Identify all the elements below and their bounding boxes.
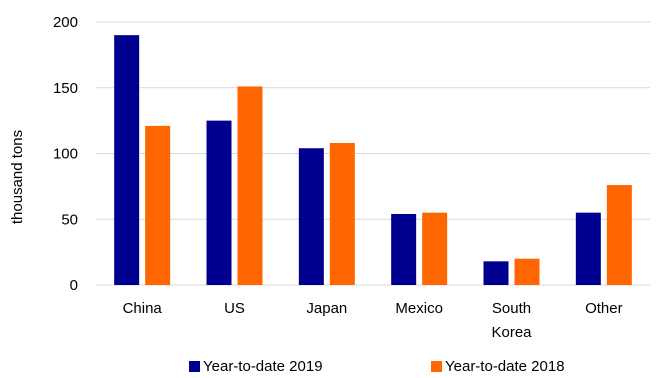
- x-category-label: South: [492, 300, 531, 317]
- legend-swatch: [189, 361, 200, 372]
- y-tick-label: 100: [53, 146, 78, 163]
- x-category-label: Other: [585, 300, 623, 317]
- y-axis-title: thousand tons: [9, 130, 26, 224]
- legend-label: Year-to-date 2018: [445, 358, 565, 375]
- y-axis-ticks: 0 50 100 150 200: [53, 14, 78, 294]
- x-category-label: Korea: [491, 324, 532, 341]
- legend-swatch: [431, 361, 442, 372]
- x-category-label: Japan: [306, 300, 347, 317]
- bar-2019: [575, 212, 601, 285]
- bar-2018: [514, 258, 540, 285]
- bar-2018: [422, 212, 448, 285]
- bar-2018: [329, 142, 355, 285]
- y-tick-label: 200: [53, 14, 78, 31]
- bar-2019: [391, 213, 417, 285]
- bar-2018: [606, 185, 632, 285]
- bar-2019: [206, 120, 232, 285]
- bar-2019: [114, 35, 140, 286]
- bars: [114, 35, 632, 286]
- x-category-label: US: [224, 300, 245, 317]
- bar-2019: [298, 148, 324, 285]
- x-axis-labels: China US Japan Mexico South Korea Other: [123, 300, 623, 341]
- bar-2019: [483, 261, 509, 285]
- gridlines: [96, 21, 650, 286]
- legend: Year-to-date 2019 Year-to-date 2018: [189, 358, 565, 375]
- bar-2018: [145, 125, 171, 285]
- x-category-label: China: [123, 300, 163, 317]
- y-tick-label: 150: [53, 80, 78, 97]
- x-category-label: Mexico: [395, 300, 443, 317]
- y-tick-label: 50: [61, 211, 78, 228]
- bar-2018: [237, 86, 263, 285]
- legend-label: Year-to-date 2019: [203, 358, 323, 375]
- y-tick-label: 0: [70, 277, 78, 294]
